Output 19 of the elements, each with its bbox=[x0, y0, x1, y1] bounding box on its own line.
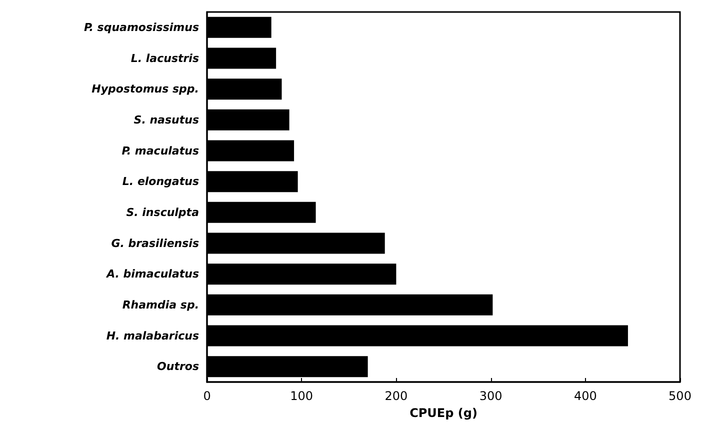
y-tick-label: S. nasutus bbox=[134, 113, 200, 126]
x-tick-label: 100 bbox=[290, 389, 314, 403]
y-tick-label: P. maculatus bbox=[122, 144, 200, 158]
y-tick-label: S. insculpta bbox=[126, 206, 199, 219]
y-tick-label: H. malabaricus bbox=[106, 329, 200, 342]
x-tick-label: 400 bbox=[574, 389, 597, 403]
y-tick-label: Outros bbox=[157, 360, 200, 374]
y-tick-label: G. brasiliensis bbox=[111, 236, 200, 250]
x-tick-label: 200 bbox=[384, 389, 408, 403]
y-tick-label: P. squamosissimus bbox=[84, 20, 200, 34]
y-tick-label: L. elongatus bbox=[122, 175, 200, 188]
y-tick-label: Rhamdia sp. bbox=[122, 298, 199, 312]
x-axis-title: CPUEp (g) bbox=[410, 406, 478, 420]
y-tick-label: Hypostomus spp. bbox=[92, 82, 199, 96]
y-tick-label: A. bimaculatus bbox=[106, 268, 200, 281]
x-tick-label: 500 bbox=[668, 389, 692, 403]
x-tick-label: 0 bbox=[203, 389, 211, 403]
x-tick-label: 300 bbox=[479, 389, 502, 403]
y-tick-label: L. lacustris bbox=[130, 52, 200, 65]
